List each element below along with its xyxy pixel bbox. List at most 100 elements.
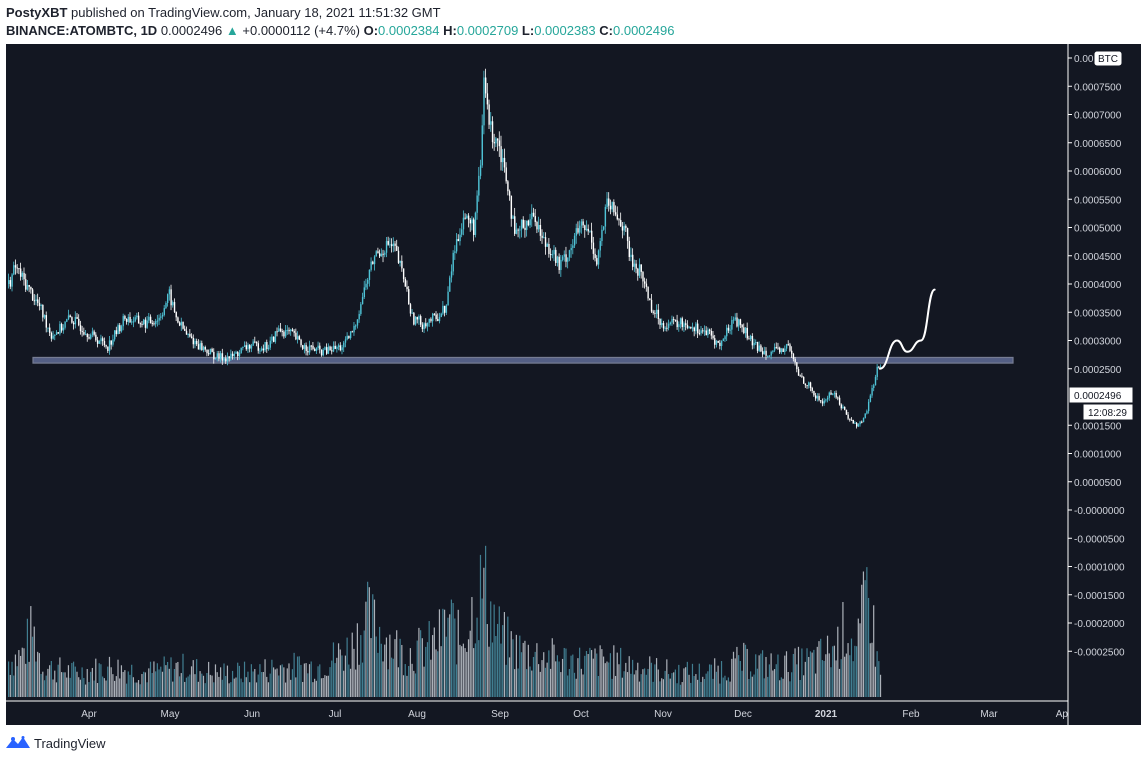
candle-body xyxy=(310,345,313,347)
volume-bar xyxy=(813,649,815,697)
candle-body xyxy=(544,237,547,247)
volume-bar xyxy=(30,606,32,697)
support-rectangle[interactable] xyxy=(32,356,1014,364)
volume-bar xyxy=(654,664,656,697)
volume-bar xyxy=(449,614,451,697)
candle-body xyxy=(667,323,670,328)
support-zone[interactable] xyxy=(32,356,1014,364)
volume-bar xyxy=(741,670,743,697)
volume-bar xyxy=(476,617,478,697)
volume-bar xyxy=(686,661,688,697)
candle-body xyxy=(110,340,112,345)
volume-bar xyxy=(621,677,623,697)
volume-bar xyxy=(498,606,500,697)
volume-bar xyxy=(119,678,121,697)
volume-bar xyxy=(278,675,280,697)
candle-body xyxy=(693,327,695,332)
volume-bar xyxy=(806,648,808,697)
price-tick-label: 0.0001000 xyxy=(1074,450,1122,461)
volume-bar xyxy=(602,656,605,697)
volume-bar xyxy=(561,658,564,697)
candle-body xyxy=(125,318,128,322)
volume-bar xyxy=(96,683,99,697)
volume-bar xyxy=(190,666,193,697)
candle-body xyxy=(418,316,420,320)
candle-body xyxy=(876,366,878,377)
volume-bar xyxy=(461,646,463,697)
tradingview-brand[interactable]: TradingView xyxy=(34,735,106,751)
volume-bar xyxy=(307,673,309,697)
candle-body xyxy=(447,291,449,306)
volume-bar xyxy=(303,663,305,697)
tradingview-logo-icon[interactable] xyxy=(6,736,30,750)
candle-body xyxy=(288,329,290,332)
volume-bar xyxy=(189,674,191,697)
volume-bar xyxy=(238,665,241,697)
volume-bar xyxy=(818,641,820,697)
volume-bar xyxy=(93,680,95,697)
volume-bar xyxy=(317,666,319,697)
candle-body xyxy=(401,260,403,269)
candle-body xyxy=(100,338,102,342)
volume-bar xyxy=(483,567,485,697)
candle-body xyxy=(220,353,222,359)
volume-bar xyxy=(47,668,49,697)
candle-body xyxy=(264,342,266,351)
volume-bar xyxy=(556,655,559,697)
candle-body xyxy=(377,251,379,254)
candle-body xyxy=(626,228,629,241)
candle-body xyxy=(818,396,820,401)
candle-body xyxy=(546,244,548,247)
volume-bar xyxy=(132,677,135,697)
author-name[interactable]: PostyXBT xyxy=(6,5,68,20)
volume-bar xyxy=(852,661,854,697)
volume-bar xyxy=(520,652,523,697)
volume-bar xyxy=(667,674,670,697)
volume-bar xyxy=(115,676,117,697)
volume-bar xyxy=(137,680,140,697)
projection-drawing[interactable] xyxy=(878,288,936,370)
candle-body xyxy=(414,316,417,325)
candle-body xyxy=(331,350,333,352)
candle-body xyxy=(485,77,487,94)
candle-body xyxy=(95,334,97,341)
candle-body xyxy=(842,406,844,409)
candle-body xyxy=(284,330,287,337)
projection-path[interactable] xyxy=(878,288,936,370)
volume-bar xyxy=(375,636,377,697)
candle-body xyxy=(751,335,754,346)
candle-body xyxy=(47,327,49,329)
candle-body xyxy=(673,318,675,320)
volume-bar xyxy=(390,657,393,697)
volume-bar xyxy=(220,667,222,697)
price-axis[interactable]: 0.00080000.00075000.00070000.00065000.00… xyxy=(1068,54,1125,658)
candle-body xyxy=(512,216,514,219)
candle-body xyxy=(683,323,685,327)
candle-body xyxy=(202,347,205,351)
volume-bar xyxy=(734,658,736,697)
candle-body xyxy=(541,235,543,238)
price-tick-label: 0.0006000 xyxy=(1074,167,1122,178)
candle-body xyxy=(50,332,53,339)
volume-bar xyxy=(343,670,345,697)
candle-body xyxy=(623,225,625,231)
volume-bar xyxy=(242,682,244,697)
candle-body xyxy=(811,387,813,391)
candle-body xyxy=(797,369,800,376)
candle-body xyxy=(421,324,424,330)
time-axis[interactable]: Apr May Jun Jul Aug Sep Oct Nov Dec 2021 Feb Mar Ap xyxy=(81,709,1068,720)
volume-bar xyxy=(782,678,784,697)
volume-bar xyxy=(18,650,20,697)
price-tick-label: -0.0001000 xyxy=(1074,563,1125,574)
candle-body xyxy=(780,348,783,353)
volume-bar xyxy=(825,654,827,697)
candle-body xyxy=(808,382,810,386)
time-tick-label: Nov xyxy=(654,709,672,720)
chart-panel[interactable]: 0.00080000.00075000.00070000.00065000.00… xyxy=(6,44,1141,725)
volume-bar xyxy=(337,643,340,697)
price-chart[interactable]: 0.00080000.00075000.00070000.00065000.00… xyxy=(6,44,1141,725)
candle-body xyxy=(355,325,357,327)
candle-body xyxy=(257,343,260,351)
candle-body xyxy=(640,264,642,272)
candle-body xyxy=(372,261,374,265)
